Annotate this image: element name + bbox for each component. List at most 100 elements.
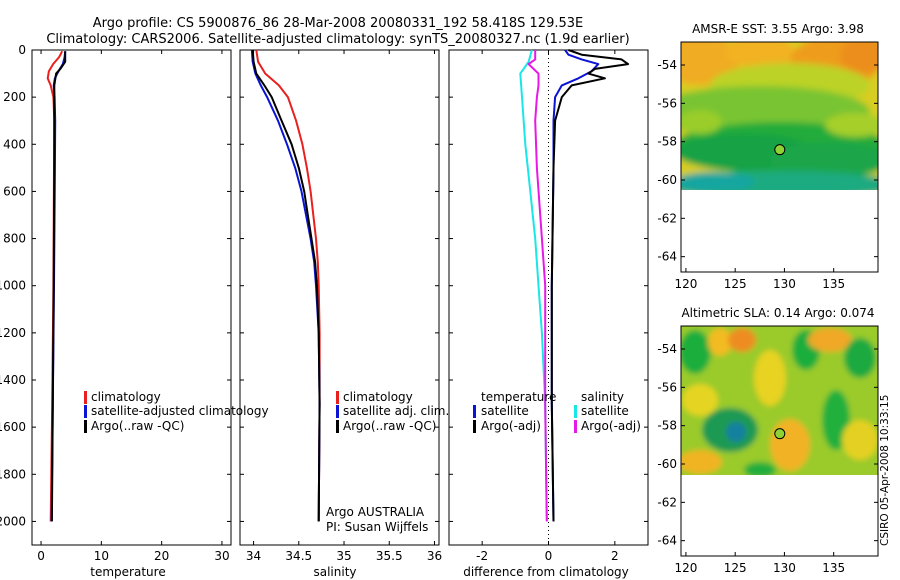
sst-map-field bbox=[681, 42, 878, 190]
legend-swatch-climatology bbox=[84, 391, 87, 404]
lat-tick-label: -58 bbox=[657, 419, 677, 433]
sst-map-frame bbox=[680, 41, 879, 273]
x-tick-label: 30 bbox=[214, 549, 229, 563]
depth-tick-label: 1200 bbox=[0, 326, 26, 340]
legend-swatch-temperature-satellite bbox=[473, 405, 476, 418]
series-line-salinity-1 bbox=[250, 49, 321, 522]
x-tick-label: 34 bbox=[246, 549, 261, 563]
legend-label: satellite bbox=[481, 404, 529, 418]
legend-title-salinity: salinity bbox=[581, 390, 624, 404]
legend-label: satellite adj. clim. bbox=[343, 404, 449, 418]
salinity-xlabel: salinity bbox=[313, 565, 356, 579]
series-line-difference-0 bbox=[550, 49, 600, 522]
legend-title-temperature: temperature bbox=[481, 390, 556, 404]
legend-label: satellite bbox=[581, 404, 629, 418]
depth-tick-label: 1000 bbox=[0, 279, 26, 293]
series-line-difference-2 bbox=[519, 49, 548, 522]
legend-label: satellite-adjusted climatology bbox=[91, 404, 269, 418]
legend-swatch-argo bbox=[84, 420, 87, 433]
lon-tick-label: 135 bbox=[822, 277, 845, 291]
series-line-temperature-2 bbox=[50, 51, 67, 522]
x-tick-label: 0 bbox=[37, 549, 45, 563]
difference-panel: -2 0 2 bbox=[449, 49, 648, 563]
depth-tick-label: 1400 bbox=[0, 373, 26, 387]
x-tick-label: -2 bbox=[476, 549, 488, 563]
temperature-xlabel: temperature bbox=[90, 565, 165, 579]
sst-map-title: AMSR-E SST: 3.55 Argo: 3.98 bbox=[692, 22, 864, 36]
legend-label: Argo(-adj) bbox=[481, 419, 541, 433]
float-pi-annotation: PI: Susan Wijffels bbox=[326, 520, 428, 534]
depth-tick-label: 800 bbox=[3, 232, 26, 246]
legend-label: Argo(..raw -QC) bbox=[91, 419, 184, 433]
temperature-panel: 0 10 20 30 bbox=[32, 49, 231, 563]
legend-label: climatology bbox=[343, 390, 413, 404]
legend-swatch-satellite bbox=[84, 405, 87, 418]
lon-tick-label: 135 bbox=[822, 561, 845, 575]
salinity-panel-frame bbox=[239, 49, 440, 546]
depth-tick-label: 1600 bbox=[0, 420, 26, 434]
argo-float-marker bbox=[774, 144, 786, 156]
lon-tick-label: 120 bbox=[674, 561, 697, 575]
series-line-salinity-2 bbox=[251, 49, 321, 522]
legend-swatch-salinity-argo bbox=[574, 420, 577, 433]
x-tick-label: 35.5 bbox=[376, 549, 403, 563]
x-tick-label: 10 bbox=[94, 549, 109, 563]
legend-label: Argo(..raw -QC) bbox=[343, 419, 436, 433]
lat-tick-label: -60 bbox=[657, 173, 677, 187]
lat-tick-label: -60 bbox=[657, 457, 677, 471]
lat-tick-label: -62 bbox=[657, 495, 677, 509]
depth-tick-label: 400 bbox=[3, 137, 26, 151]
legend-swatch-climatology bbox=[336, 391, 339, 404]
figure-title-line1: Argo profile: CS 5900876_86 28-Mar-2008 … bbox=[93, 16, 583, 31]
x-tick-label: 36 bbox=[427, 549, 442, 563]
legend-label: Argo(-adj) bbox=[581, 419, 641, 433]
temperature-panel-frame bbox=[31, 49, 232, 546]
depth-tick-label: 200 bbox=[3, 90, 26, 104]
lat-tick-label: -56 bbox=[657, 380, 677, 394]
lat-tick-label: -54 bbox=[657, 58, 677, 72]
sla-map-frame bbox=[680, 325, 879, 557]
sla-map-title: Altimetric SLA: 0.14 Argo: 0.074 bbox=[681, 306, 874, 320]
float-owner-annotation: Argo AUSTRALIA bbox=[326, 505, 425, 519]
legend-swatch-temperature-argo bbox=[473, 420, 476, 433]
lon-tick-label: 130 bbox=[773, 561, 796, 575]
legend-label: climatology bbox=[91, 390, 161, 404]
difference-xlabel: difference from climatology bbox=[463, 565, 629, 579]
lat-tick-label: -54 bbox=[657, 342, 677, 356]
legend-swatch-salinity-satellite bbox=[574, 405, 577, 418]
legend-swatch-argo bbox=[336, 420, 339, 433]
x-tick-label: 35 bbox=[336, 549, 351, 563]
depth-tick-label: 1800 bbox=[0, 467, 26, 481]
lon-tick-label: 125 bbox=[724, 561, 747, 575]
series-line-salinity-0 bbox=[255, 49, 321, 522]
salinity-panel: 34 34.5 35 35.5 36 bbox=[240, 49, 442, 563]
lon-tick-label: 125 bbox=[724, 277, 747, 291]
lat-tick-label: -64 bbox=[657, 250, 677, 264]
sla-map: -54 -56 -58 -60 -62 -64 120 125 130 135 bbox=[657, 342, 878, 575]
x-tick-label: 34.5 bbox=[285, 549, 312, 563]
series-line-difference-1 bbox=[550, 49, 630, 522]
sst-map: -54 -56 -58 -60 -62 -64 120 125 130 135 bbox=[657, 58, 878, 291]
x-tick-label: 2 bbox=[611, 549, 619, 563]
lat-tick-label: -58 bbox=[657, 135, 677, 149]
temperature-legend: climatology satellite-adjusted climatolo… bbox=[84, 390, 269, 433]
figure-title-line2: Climatology: CARS2006. Satellite-adjuste… bbox=[46, 32, 629, 47]
x-tick-label: 20 bbox=[154, 549, 169, 563]
argo-float-marker bbox=[774, 428, 786, 440]
depth-tick-label: 0 bbox=[18, 43, 26, 57]
lat-tick-label: -64 bbox=[657, 534, 677, 548]
legend-swatch-satellite bbox=[336, 405, 339, 418]
lat-tick-label: -62 bbox=[657, 211, 677, 225]
credit-stamp: CSIRO 05-Apr-2008 10:33:15 bbox=[879, 395, 891, 546]
depth-axis: 0 200 400 600 800 1000 1200 1400 1600 1800 2000 bbox=[0, 43, 26, 528]
x-tick-label: 0 bbox=[545, 549, 553, 563]
depth-tick-label: 600 bbox=[3, 184, 26, 198]
lon-tick-label: 120 bbox=[674, 277, 697, 291]
lon-tick-label: 130 bbox=[773, 277, 796, 291]
salinity-legend: climatology satellite adj. clim. Argo(..… bbox=[326, 390, 449, 534]
series-line-difference-3 bbox=[527, 50, 548, 522]
lat-tick-label: -56 bbox=[657, 96, 677, 110]
depth-tick-label: 2000 bbox=[0, 514, 26, 528]
difference-legend: temperature satellite Argo(-adj) salinit… bbox=[473, 390, 641, 433]
